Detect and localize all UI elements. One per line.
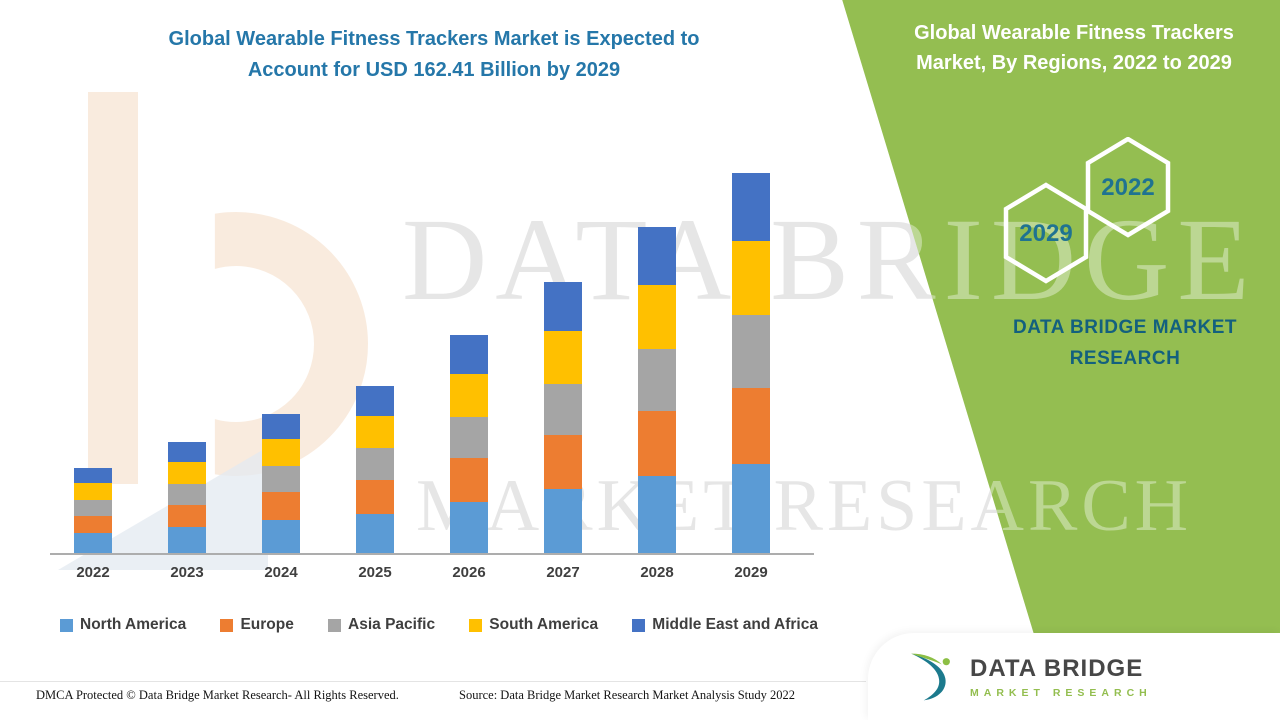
legend-label: South America	[489, 616, 599, 633]
hexagon-2022-outline	[1085, 137, 1171, 238]
bar-segment-2023-europe	[168, 504, 206, 527]
right-panel-title-line1: Global Wearable Fitness Trackers	[914, 22, 1234, 44]
bar-segment-2028-south-america	[638, 285, 676, 350]
x-axis-label-2025: 2025	[358, 564, 392, 581]
legend-label: Europe	[240, 616, 294, 633]
source-note: Source: Data Bridge Market Research Mark…	[459, 688, 796, 702]
bar-segment-2023-middle-east-and-africa	[168, 441, 206, 462]
legend-item-north-america: North America	[60, 616, 186, 634]
bar-segment-2028-asia-pacific	[638, 349, 676, 412]
right-panel-title: Global Wearable Fitness Trackers Market,…	[876, 18, 1272, 78]
logo-wordmark: DATA BRIDGE	[970, 654, 1144, 682]
page-title: Global Wearable Fitness Trackers Market …	[0, 24, 868, 86]
data-bridge-logo-icon	[911, 653, 950, 700]
bar-segment-2023-south-america	[168, 461, 206, 484]
year-hexagons: 2022 2029	[1003, 137, 1171, 284]
bar-segment-2025-middle-east-and-africa	[356, 386, 394, 416]
brand-text: DATA BRIDGE MARKET RESEARCH	[955, 312, 1280, 375]
hexagon-2022-year: 2022	[1101, 174, 1154, 201]
dmca-notice: DMCA Protected © Data Bridge Market Rese…	[36, 688, 399, 702]
bar-chart: 2022 2023 2024 2025 2026 2027 2028 2029	[50, 173, 814, 581]
bar-segment-2024-europe	[262, 492, 300, 521]
bar-segment-2029-middle-east-and-africa	[732, 173, 770, 242]
legend-label: Asia Pacific	[348, 616, 436, 633]
legend-swatch	[469, 618, 483, 632]
bar-2026	[450, 335, 488, 553]
bar-segment-2028-middle-east-and-africa	[638, 226, 676, 286]
bar-segment-2023-asia-pacific	[168, 483, 206, 505]
x-axis-line	[50, 553, 814, 555]
bar-segment-2022-asia-pacific	[74, 499, 112, 516]
page-title-line2: Account for USD 162.41 Billion by 2029	[247, 59, 621, 81]
legend-swatch	[328, 618, 342, 632]
legend-swatch	[632, 618, 646, 632]
legend-label: Middle East and Africa	[652, 616, 818, 633]
bar-segment-2022-europe	[74, 515, 112, 533]
chart-legend: North America Europe Asia Pacific South Ame…	[60, 616, 818, 634]
bar-segment-2024-asia-pacific	[262, 466, 300, 493]
bar-segment-2024-north-america	[262, 520, 300, 553]
x-axis-label-2026: 2026	[452, 564, 486, 581]
bar-columns	[58, 173, 806, 553]
bar-segment-2025-asia-pacific	[356, 448, 394, 481]
bar-segment-2022-middle-east-and-africa	[74, 467, 112, 484]
bar-segment-2027-north-america	[544, 489, 582, 553]
logo-wordmark-group: DATA BRIDGE MARKET RESEARCH	[970, 655, 1152, 699]
bar-segment-2026-north-america	[450, 501, 488, 553]
legend-item-asia-pacific: Asia Pacific	[328, 616, 435, 634]
bar-2029	[732, 173, 770, 553]
bar-2024	[262, 414, 300, 553]
x-axis-label-2027: 2027	[546, 564, 580, 581]
bar-segment-2025-south-america	[356, 415, 394, 449]
x-axis-labels: 2022 2023 2024 2025 2026 2027 2028 2029	[58, 564, 806, 581]
bar-2027	[544, 281, 582, 553]
bar-segment-2022-south-america	[74, 483, 112, 500]
bar-segment-2023-north-america	[168, 526, 206, 553]
hexagon-2029-year: 2029	[1019, 220, 1072, 247]
bar-2025	[356, 386, 394, 553]
bar-2023	[168, 441, 206, 553]
bar-segment-2025-europe	[356, 480, 394, 514]
legend-swatch	[60, 618, 73, 632]
bar-segment-2026-south-america	[450, 374, 488, 417]
brand-text-line2: RESEARCH	[1069, 348, 1181, 370]
footer-divider	[0, 681, 866, 682]
legend-swatch	[220, 618, 234, 632]
bar-segment-2022-north-america	[74, 532, 112, 553]
bar-segment-2029-north-america	[732, 463, 770, 553]
bar-segment-2027-europe	[544, 435, 582, 490]
bar-segment-2026-middle-east-and-africa	[450, 335, 488, 375]
page-title-line1: Global Wearable Fitness Trackers Market …	[168, 28, 700, 50]
legend-item-europe: Europe	[220, 616, 294, 634]
bar-segment-2025-north-america	[356, 513, 394, 553]
bar-2028	[638, 226, 676, 553]
x-axis-label-2029: 2029	[734, 564, 768, 581]
bar-segment-2026-europe	[450, 458, 488, 502]
right-panel-title-line2: Market, By Regions, 2022 to 2029	[916, 52, 1232, 74]
bar-segment-2028-north-america	[638, 476, 676, 553]
bar-segment-2027-south-america	[544, 330, 582, 384]
bar-segment-2027-asia-pacific	[544, 383, 582, 436]
legend-label: North America	[80, 616, 187, 633]
bar-segment-2028-europe	[638, 411, 676, 477]
x-axis-label-2024: 2024	[264, 564, 298, 581]
x-axis-label-2028: 2028	[640, 564, 674, 581]
legend-item-south-america: South America	[469, 616, 598, 634]
logo-tagline: MARKET RESEARCH	[970, 686, 1152, 699]
bar-segment-2029-asia-pacific	[732, 315, 770, 388]
bar-segment-2024-south-america	[262, 438, 300, 467]
legend-item-middle-east-and-africa: Middle East and Africa	[632, 616, 818, 634]
bar-segment-2024-middle-east-and-africa	[262, 414, 300, 439]
bar-segment-2026-asia-pacific	[450, 416, 488, 459]
bar-2022	[74, 467, 112, 553]
brand-text-line1: DATA BRIDGE MARKET	[1013, 317, 1237, 338]
bar-segment-2029-europe	[732, 387, 770, 464]
bar-segment-2027-middle-east-and-africa	[544, 281, 582, 331]
bar-segment-2029-south-america	[732, 241, 770, 316]
logo-card: DATA BRIDGE MARKET RESEARCH	[868, 633, 1280, 720]
x-axis-label-2023: 2023	[170, 564, 204, 581]
x-axis-label-2022: 2022	[76, 564, 110, 581]
